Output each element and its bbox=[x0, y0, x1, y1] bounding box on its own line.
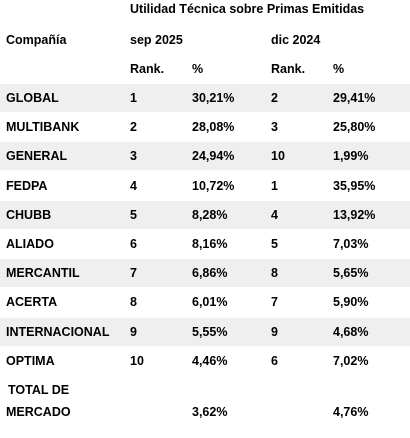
period1-pct: 6,01% bbox=[192, 295, 228, 309]
row-band bbox=[0, 259, 410, 287]
company-column-header: Compañía bbox=[6, 33, 67, 47]
period1-pct: 8,28% bbox=[192, 208, 228, 222]
company-name: CHUBB bbox=[6, 208, 52, 222]
period1-rank: 2 bbox=[130, 120, 137, 134]
total-period2-pct: 4,76% bbox=[333, 405, 369, 419]
period2-rank: 4 bbox=[271, 208, 278, 222]
period2-pct: 13,92% bbox=[333, 208, 376, 222]
period1-header: sep 2025 bbox=[130, 33, 183, 47]
period2-rank: 5 bbox=[271, 237, 278, 251]
period2-rank: 3 bbox=[271, 120, 278, 134]
period1-rank: 4 bbox=[130, 179, 137, 193]
period1-pct: 10,72% bbox=[192, 179, 235, 193]
period1-pct: 8,16% bbox=[192, 237, 228, 251]
period2-pct: 4,68% bbox=[333, 325, 369, 339]
period1-rank-header: Rank. bbox=[130, 62, 165, 76]
period1-rank: 5 bbox=[130, 208, 137, 222]
period1-pct: 6,86% bbox=[192, 266, 228, 280]
row-band bbox=[0, 84, 410, 112]
company-name: OPTIMA bbox=[6, 354, 55, 368]
period2-rank: 2 bbox=[271, 91, 278, 105]
period1-rank: 9 bbox=[130, 325, 137, 339]
company-name: INTERNACIONAL bbox=[6, 325, 110, 339]
period1-pct: 5,55% bbox=[192, 325, 228, 339]
period2-pct: 29,41% bbox=[333, 91, 376, 105]
company-name: GENERAL bbox=[6, 149, 68, 163]
period2-rank: 6 bbox=[271, 354, 278, 368]
company-name: MULTIBANK bbox=[6, 120, 80, 134]
row-band bbox=[0, 201, 410, 229]
period1-pct: 4,46% bbox=[192, 354, 228, 368]
period2-pct: 5,65% bbox=[333, 266, 369, 280]
table-title: Utilidad Técnica sobre Primas Emitidas bbox=[130, 2, 365, 16]
period1-pct: 30,21% bbox=[192, 91, 235, 105]
company-name: FEDPA bbox=[6, 179, 48, 193]
total-period1-pct: 3,62% bbox=[192, 405, 228, 419]
company-name: GLOBAL bbox=[6, 91, 59, 105]
period2-rank-header: Rank. bbox=[271, 62, 306, 76]
period1-pct-header: % bbox=[192, 62, 204, 76]
total-label-line2: MERCADO bbox=[6, 405, 71, 419]
period1-rank: 1 bbox=[130, 91, 137, 105]
period2-pct: 5,90% bbox=[333, 295, 369, 309]
period2-rank: 9 bbox=[271, 325, 278, 339]
period1-rank: 3 bbox=[130, 149, 137, 163]
period2-rank: 8 bbox=[271, 266, 278, 280]
period2-pct: 1,99% bbox=[333, 149, 369, 163]
row-band bbox=[0, 318, 410, 346]
period2-rank: 10 bbox=[271, 149, 285, 163]
period1-pct: 28,08% bbox=[192, 120, 235, 134]
period2-rank: 7 bbox=[271, 295, 278, 309]
period1-rank: 7 bbox=[130, 266, 137, 280]
period2-pct-header: % bbox=[333, 62, 345, 76]
period2-pct: 25,80% bbox=[333, 120, 376, 134]
company-name: ALIADO bbox=[6, 237, 54, 251]
period2-pct: 7,03% bbox=[333, 237, 369, 251]
company-name: ACERTA bbox=[6, 295, 58, 309]
period2-rank: 1 bbox=[271, 179, 278, 193]
period2-pct: 35,95% bbox=[333, 179, 376, 193]
company-name: MERCANTIL bbox=[6, 266, 80, 280]
row-band bbox=[0, 142, 410, 170]
period1-rank: 10 bbox=[130, 354, 144, 368]
total-label-line1: TOTAL DE bbox=[8, 383, 70, 397]
period1-pct: 24,94% bbox=[192, 149, 235, 163]
period1-rank: 6 bbox=[130, 237, 137, 251]
period2-pct: 7,02% bbox=[333, 354, 369, 368]
period1-rank: 8 bbox=[130, 295, 137, 309]
period2-header: dic 2024 bbox=[271, 33, 321, 47]
